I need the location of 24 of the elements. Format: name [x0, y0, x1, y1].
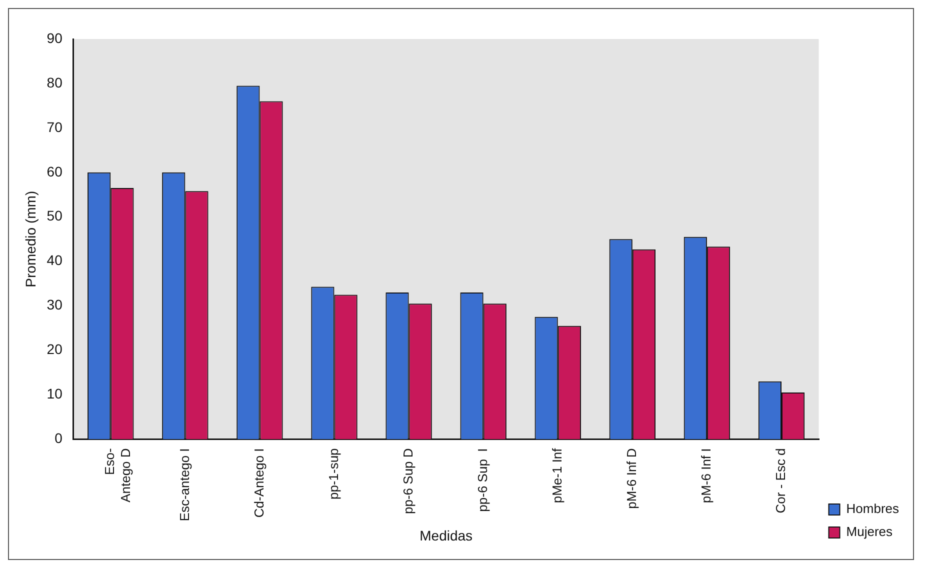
- y-tick-label: 70: [46, 118, 63, 135]
- x-tick-label: pp-1-sup: [326, 448, 341, 500]
- y-tick-label: 20: [46, 341, 63, 358]
- legend-label: Hombres: [846, 501, 900, 516]
- y-tick-label: 10: [46, 386, 63, 402]
- x-tick-label: pp-6 Sup I: [474, 448, 490, 512]
- y-tick-label: 0: [54, 430, 63, 446]
- x-tick-label: Esc-antego I: [176, 448, 192, 522]
- x-tick-label: Cd-Antego I: [251, 448, 266, 518]
- y-tick-label: 50: [46, 208, 63, 224]
- y-tick-label: 80: [46, 74, 63, 90]
- y-tick-label: 60: [46, 163, 63, 180]
- legend-label: Mujeres: [846, 524, 893, 540]
- x-tick-label: Eso- Antego D: [102, 448, 133, 502]
- x-tick-label: pM-6 Inf I: [698, 448, 714, 504]
- x-tick-label: pp-6 Sup D: [400, 448, 416, 514]
- x-tick-label: pM-6 Inf D: [624, 448, 639, 509]
- x-tick-label: pMe-1 Inf: [549, 448, 564, 504]
- y-axis-title: Promedio (mm): [22, 190, 38, 288]
- x-axis-title: Medidas: [420, 527, 473, 544]
- y-tick-label: 30: [46, 296, 63, 313]
- y-tick-label: 90: [46, 30, 63, 46]
- y-tick-label: 40: [46, 252, 63, 268]
- x-tick-label: Cor - Esc d: [773, 448, 788, 514]
